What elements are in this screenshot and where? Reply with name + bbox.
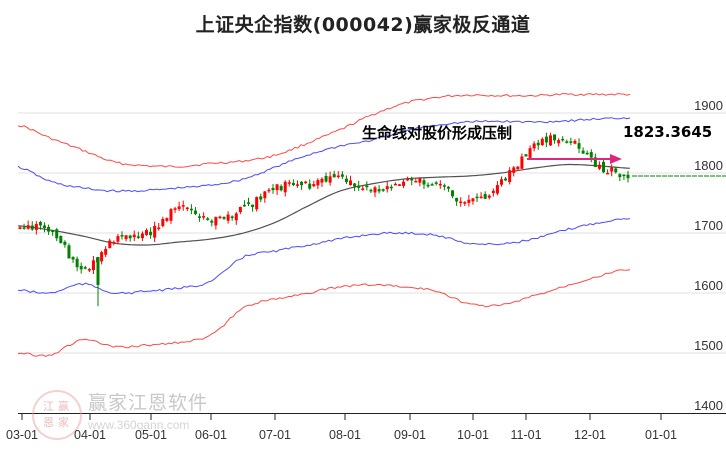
y-tick-label: 1800 xyxy=(694,158,723,173)
upper_outer_band-line xyxy=(17,93,631,168)
lifeline-line xyxy=(17,163,631,246)
x-tick-label: 07-01 xyxy=(259,428,291,442)
y-tick-label: 1400 xyxy=(694,398,723,413)
y-tick-label: 1700 xyxy=(694,218,723,233)
x-tick-label: 06-01 xyxy=(195,428,227,442)
channel-bands xyxy=(17,93,631,358)
x-tick-label: 08-01 xyxy=(329,428,361,442)
x-tick-label: 05-01 xyxy=(135,428,167,442)
logo-char: 家 xyxy=(58,416,69,429)
x-tick-label: 09-01 xyxy=(394,428,426,442)
watermark-url: www.360gann.com xyxy=(88,418,190,432)
logo-char: 赢 xyxy=(58,400,69,413)
watermark-brand: 赢家江恩软件 xyxy=(88,392,209,414)
x-tick-label: 12-01 xyxy=(574,428,606,442)
grid-lines xyxy=(18,112,726,354)
watermark-logo: 江 赢 恩 家 xyxy=(32,390,82,440)
y-tick-label: 1900 xyxy=(694,98,723,113)
x-tick-label: 01-01 xyxy=(645,428,677,442)
lifeline-annotation: 生命线对股价形成压制 xyxy=(362,124,513,142)
x-tick-label: 10-01 xyxy=(457,428,489,442)
x-axis xyxy=(18,413,726,420)
y-tick-label: 1600 xyxy=(694,278,723,293)
lower_outer_band-line xyxy=(17,269,631,358)
price-label: 1823.3645 xyxy=(623,123,713,141)
upper_inner_band-line xyxy=(17,117,631,193)
x-tick-label: 04-01 xyxy=(74,428,106,442)
x-tick-label: 11-01 xyxy=(510,428,542,442)
chart-title: 上证央企指数(000042)赢家极反通道 xyxy=(195,14,531,36)
lower_inner_band-line xyxy=(17,218,631,295)
x-tick-label: 03-01 xyxy=(6,428,38,442)
logo-char: 江 xyxy=(43,400,54,413)
y-tick-label: 1500 xyxy=(694,338,723,353)
logo-char: 恩 xyxy=(43,416,54,429)
candlesticks xyxy=(18,132,726,307)
price-arrow xyxy=(527,153,622,164)
